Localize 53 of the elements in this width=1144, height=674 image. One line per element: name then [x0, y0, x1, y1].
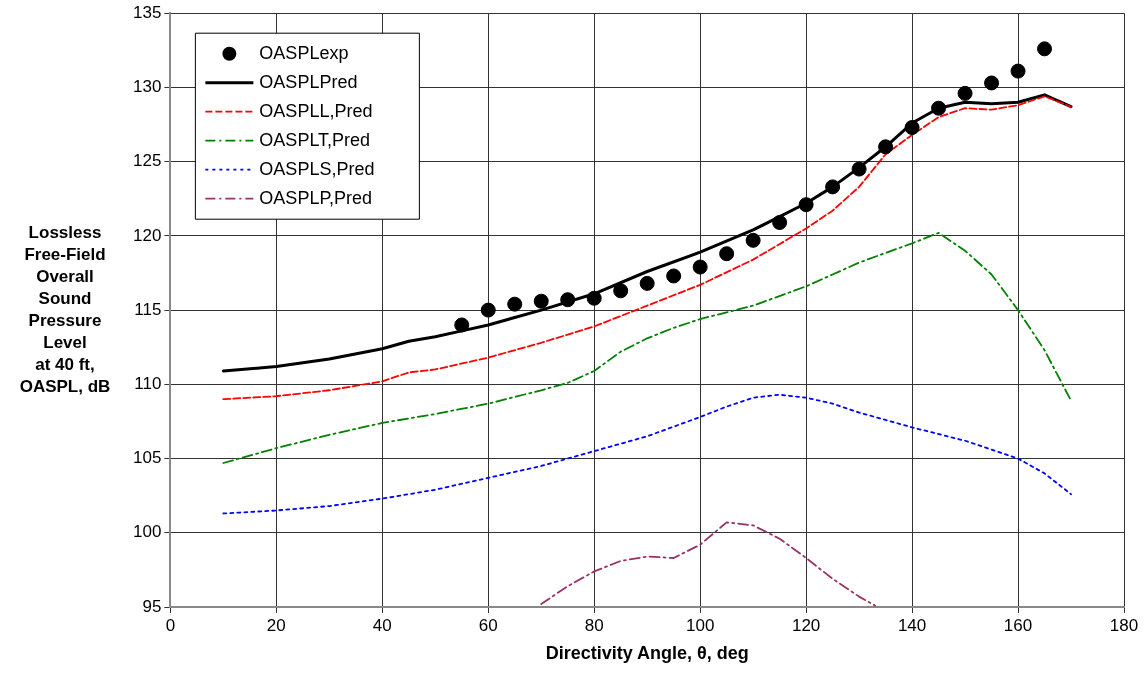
point [639, 275, 655, 291]
point [1037, 41, 1053, 57]
x-tick-label: 120 [791, 615, 821, 635]
point [692, 259, 708, 275]
point [772, 215, 788, 231]
point [1010, 63, 1026, 79]
point [745, 232, 761, 248]
point [454, 317, 470, 333]
x-tick-label: 100 [685, 615, 715, 635]
point [931, 100, 947, 116]
line-series [222, 232, 1072, 464]
legend-label: OASPLL,Pred [259, 100, 373, 121]
y-tick-label: 130 [132, 77, 162, 97]
legend-label: OASPLP,Pred [259, 187, 373, 208]
legend-label: OASPLPred [259, 71, 358, 92]
legend-label: OASPLT,Pred [259, 129, 371, 150]
point [507, 296, 523, 312]
x-axis-title: Directivity Angle, θ, deg [545, 643, 749, 664]
y-tick-label: 125 [132, 151, 162, 171]
point [613, 283, 629, 299]
y-tick-label: 100 [132, 522, 162, 542]
legend-label: OASPLS,Pred [259, 158, 375, 179]
point [825, 179, 841, 195]
legend-label: OASPLexp [259, 42, 349, 63]
y-tick-label: 110 [134, 374, 162, 394]
y-tick-label: 95 [142, 596, 162, 616]
point [560, 292, 576, 308]
y-tick-label: 115 [134, 299, 162, 319]
x-tick-label: 40 [372, 615, 392, 635]
line-series [540, 521, 876, 607]
point [666, 268, 682, 284]
point [957, 85, 973, 101]
x-tick-label: 160 [1003, 615, 1033, 635]
x-tick-label: 140 [897, 615, 927, 635]
x-tick-label: 20 [266, 615, 286, 635]
point [798, 197, 814, 213]
point [480, 302, 496, 318]
y-tick-label: 135 [132, 2, 162, 22]
point [904, 120, 920, 136]
point [984, 75, 1000, 91]
point [851, 161, 867, 177]
point [586, 290, 602, 306]
line-series [222, 393, 1072, 515]
y-tick-label: 105 [132, 448, 162, 468]
y-axis-title: Lossless Free-Field Overall Sound Pressure Level at 40 ft, OASPL, dB [18, 222, 112, 399]
x-tick-label: 80 [584, 615, 604, 635]
x-tick-label: 180 [1109, 615, 1139, 635]
x-tick-label: 60 [478, 615, 498, 635]
y-tick-label: 120 [132, 225, 162, 245]
point [719, 246, 735, 262]
point [878, 139, 894, 155]
point [533, 293, 549, 309]
x-tick-label: 0 [165, 615, 176, 635]
